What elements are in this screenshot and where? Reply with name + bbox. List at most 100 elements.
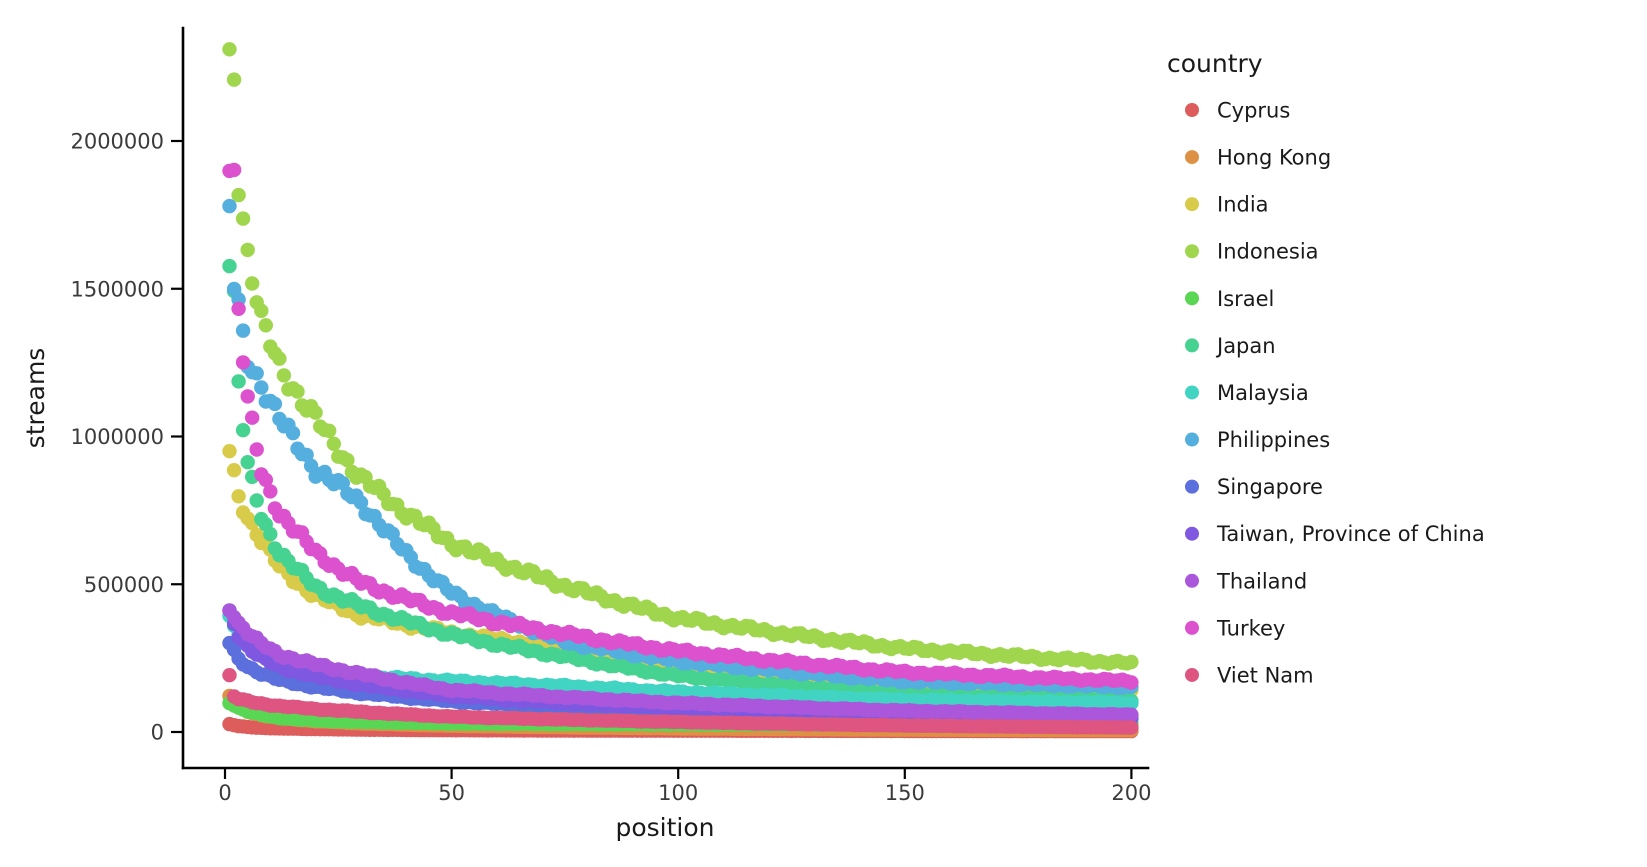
data-point <box>231 187 246 203</box>
legend-swatch-icon <box>1185 244 1199 259</box>
data-point <box>231 301 246 316</box>
legend-item: Malaysia <box>1185 381 1309 405</box>
legend-swatch-icon <box>1185 620 1199 635</box>
data-point <box>235 355 251 370</box>
legend-swatch-icon <box>1185 197 1199 212</box>
data-point <box>276 368 292 383</box>
legend-item: Philippines <box>1185 428 1330 452</box>
legend-swatch-icon <box>1185 385 1199 400</box>
data-point <box>285 425 301 441</box>
data-point <box>322 423 337 438</box>
legend-item-label: Viet Nam <box>1217 663 1314 687</box>
legend-item: Hong Kong <box>1185 146 1331 170</box>
data-point <box>258 318 273 333</box>
data-point <box>226 72 242 87</box>
x-axis-ticks: 0 50 100 150 200 <box>218 768 1151 805</box>
legend-item-label: Cyprus <box>1217 99 1290 123</box>
legend-title: country <box>1167 49 1263 78</box>
data-points-layer <box>222 42 1139 739</box>
legend-item-label: Malaysia <box>1217 381 1309 405</box>
legend-item-label: Singapore <box>1217 475 1323 499</box>
data-point <box>254 303 269 318</box>
data-point <box>272 351 287 366</box>
data-point <box>231 374 246 389</box>
legend-item-label: Hong Kong <box>1217 146 1331 170</box>
data-point <box>240 242 255 258</box>
data-point <box>240 455 255 470</box>
x-tick-label: 0 <box>218 781 231 805</box>
legend-item-label: Israel <box>1217 287 1274 311</box>
data-point <box>267 396 283 412</box>
x-tick-label: 50 <box>438 781 465 805</box>
data-point <box>235 323 251 338</box>
data-point <box>240 389 255 404</box>
legend-item: Japan <box>1185 334 1276 358</box>
data-point <box>249 366 264 381</box>
data-point <box>1124 654 1139 670</box>
data-point <box>1124 707 1139 722</box>
data-point <box>299 447 314 463</box>
data-point <box>222 444 237 459</box>
legend-items: Cyprus Hong Kong India Indonesia Israel Japan… <box>1185 99 1485 687</box>
data-point <box>231 489 246 504</box>
data-point <box>235 211 251 226</box>
legend-swatch-icon <box>1185 432 1199 447</box>
legend-item: Singapore <box>1185 475 1323 499</box>
data-point <box>290 384 305 399</box>
data-point <box>249 493 264 508</box>
data-point <box>1124 720 1139 735</box>
data-point <box>222 198 237 214</box>
data-point <box>245 276 260 291</box>
legend-swatch-icon <box>1185 573 1199 588</box>
data-point <box>226 463 242 478</box>
legend-item-label: Philippines <box>1217 428 1330 452</box>
legend-swatch-icon <box>1185 479 1199 494</box>
y-axis-title: streams <box>21 348 50 449</box>
data-point <box>1124 696 1139 711</box>
legend-swatch-icon <box>1185 291 1199 306</box>
legend-swatch-icon <box>1185 338 1199 353</box>
legend-item: Viet Nam <box>1185 663 1314 687</box>
data-point <box>326 436 341 451</box>
legend-item: Israel <box>1185 287 1274 311</box>
legend-item-label: Taiwan, Province of China <box>1216 522 1485 546</box>
data-point <box>235 423 251 438</box>
x-tick-label: 150 <box>885 781 925 805</box>
data-point <box>249 442 264 457</box>
data-point <box>308 405 323 420</box>
data-point <box>222 668 237 683</box>
legend-swatch-icon <box>1185 526 1199 541</box>
y-tick-label: 500000 <box>84 573 164 597</box>
y-tick-label: 0 <box>151 721 164 745</box>
legend-item-label: Turkey <box>1216 616 1285 640</box>
data-point <box>353 495 369 510</box>
x-tick-label: 200 <box>1111 781 1151 805</box>
data-point <box>263 484 278 499</box>
legend-item: Thailand <box>1185 569 1307 593</box>
data-point <box>222 258 237 274</box>
legend-item-label: Indonesia <box>1217 240 1319 264</box>
data-point <box>254 380 269 395</box>
y-tick-label: 1500000 <box>70 277 164 301</box>
legend-swatch-icon <box>1185 667 1199 682</box>
data-point <box>263 526 278 542</box>
data-point <box>245 410 260 425</box>
data-point <box>222 42 237 57</box>
legend-item-label: Thailand <box>1216 569 1307 593</box>
legend-item: Turkey <box>1185 616 1285 640</box>
legend: country Cyprus Hong Kong India Indonesia Isr… <box>1167 49 1485 687</box>
y-tick-label: 2000000 <box>70 130 164 154</box>
legend-item: Taiwan, Province of China <box>1185 522 1485 546</box>
legend-item: Cyprus <box>1185 99 1290 123</box>
legend-item-label: India <box>1217 193 1269 217</box>
x-tick-label: 100 <box>658 781 698 805</box>
legend-swatch-icon <box>1185 150 1199 165</box>
y-axis-ticks: 0 500000 1000000 1500000 2000000 <box>70 130 183 745</box>
x-axis-title: position <box>615 813 714 842</box>
data-point <box>340 452 355 468</box>
data-point <box>226 162 242 178</box>
data-point <box>258 472 273 488</box>
legend-item: Indonesia <box>1185 240 1319 264</box>
